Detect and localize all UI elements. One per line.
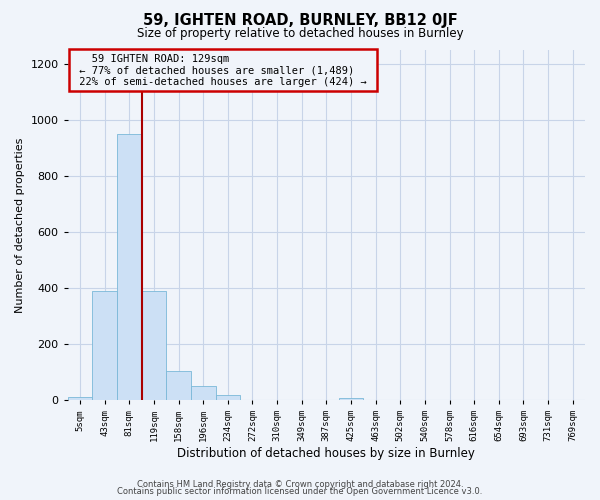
Bar — [117, 134, 142, 400]
X-axis label: Distribution of detached houses by size in Burnley: Distribution of detached houses by size … — [178, 447, 475, 460]
Bar — [215, 395, 240, 400]
Bar — [338, 398, 364, 400]
Bar — [166, 371, 191, 400]
Text: Size of property relative to detached houses in Burnley: Size of property relative to detached ho… — [137, 28, 463, 40]
Bar — [68, 398, 92, 400]
Bar — [92, 291, 117, 400]
Text: 59 IGHTEN ROAD: 129sqm   
 ← 77% of detached houses are smaller (1,489) 
 22% of: 59 IGHTEN ROAD: 129sqm ← 77% of detached… — [73, 54, 373, 86]
Text: Contains public sector information licensed under the Open Government Licence v3: Contains public sector information licen… — [118, 487, 482, 496]
Text: Contains HM Land Registry data © Crown copyright and database right 2024.: Contains HM Land Registry data © Crown c… — [137, 480, 463, 489]
Text: 59, IGHTEN ROAD, BURNLEY, BB12 0JF: 59, IGHTEN ROAD, BURNLEY, BB12 0JF — [143, 12, 457, 28]
Bar — [142, 291, 166, 400]
Y-axis label: Number of detached properties: Number of detached properties — [15, 138, 25, 313]
Bar — [191, 386, 215, 400]
